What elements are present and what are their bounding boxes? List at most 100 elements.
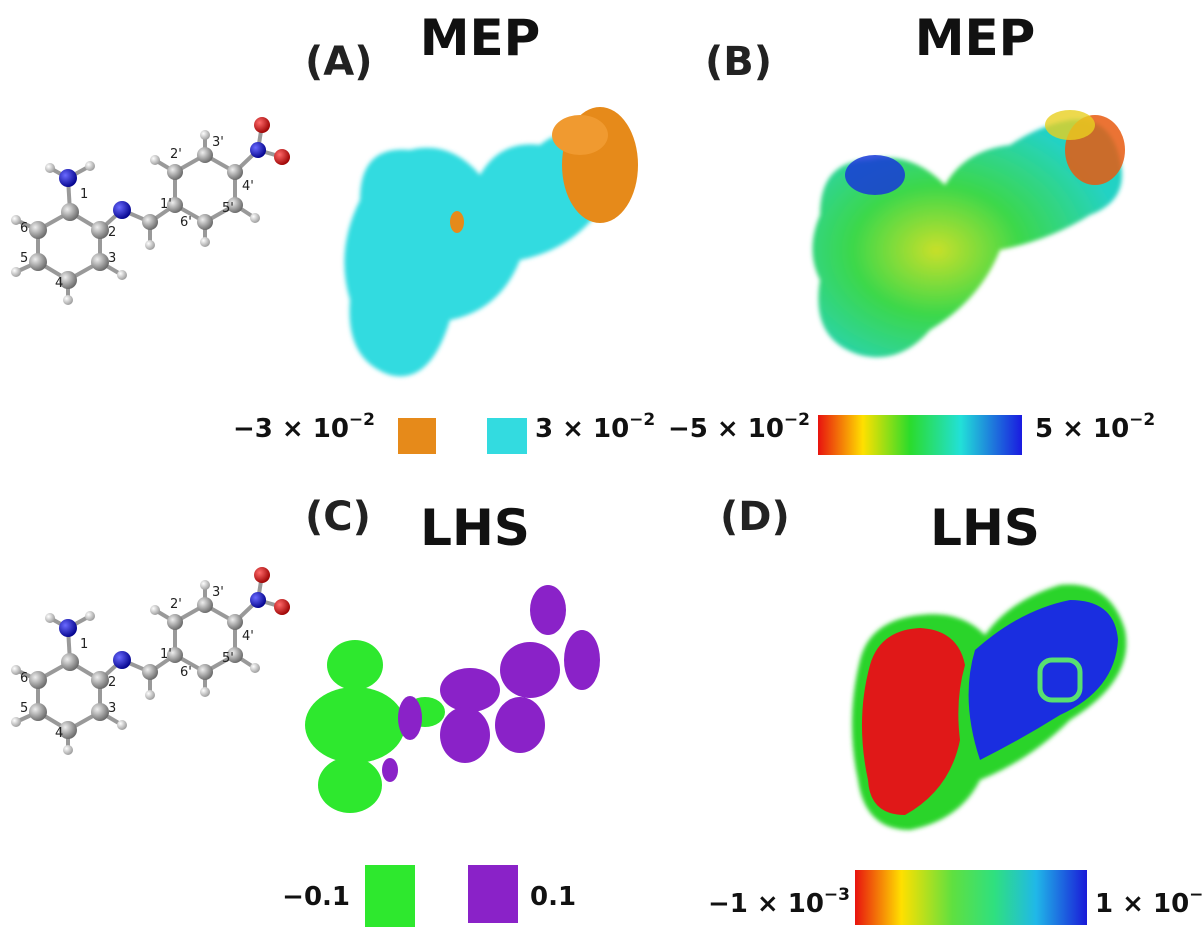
- mep-isosurface: [344, 107, 638, 376]
- atom: [227, 164, 243, 180]
- atom-label: 4': [242, 629, 254, 644]
- atom: [197, 597, 213, 613]
- legend-label-exponent: −2: [629, 410, 655, 430]
- lhs-mapped-surface: [852, 585, 1126, 830]
- atom: [113, 201, 131, 219]
- atom: [91, 253, 109, 271]
- atom: [63, 745, 73, 755]
- legend-label: 5 × 10−2: [1035, 410, 1155, 444]
- atom: [11, 717, 21, 727]
- atom-label: 3: [108, 701, 116, 716]
- atom: [254, 567, 270, 583]
- mep-mapped-surface: [813, 110, 1126, 357]
- atom: [250, 592, 266, 608]
- atom: [150, 605, 160, 615]
- atom: [117, 720, 127, 730]
- atom-label: 3: [108, 251, 116, 266]
- atom: [59, 169, 77, 187]
- legend-label-base: 3 × 10: [535, 414, 629, 444]
- atom-label: 2: [108, 225, 116, 240]
- atom: [11, 267, 21, 277]
- atom: [59, 619, 77, 637]
- legend-label-exponent: −3: [824, 885, 850, 905]
- atom: [85, 611, 95, 621]
- legend-label: −0.1: [282, 882, 350, 912]
- atom: [197, 147, 213, 163]
- atom: [113, 651, 131, 669]
- legend-label-base: −5 × 10: [668, 414, 784, 444]
- legend-label-base: −1 × 10: [708, 889, 824, 919]
- legend-label-exponent: −2: [784, 410, 810, 430]
- legend-label: 1 × 10−3: [1095, 885, 1202, 919]
- atom: [29, 253, 47, 271]
- atom: [142, 214, 158, 230]
- atom: [200, 130, 210, 140]
- atom: [145, 690, 155, 700]
- legend-swatch: [468, 865, 518, 923]
- legend-label-base: 5 × 10: [1035, 414, 1129, 444]
- legend-label-exponent: −2: [349, 410, 375, 430]
- atom: [142, 664, 158, 680]
- panel-label: (A): [305, 39, 373, 85]
- atom-label: 1': [160, 197, 172, 212]
- atom-label: 5': [222, 201, 234, 216]
- atom: [250, 663, 260, 673]
- panel-title: MEP: [420, 9, 541, 67]
- legend-label: −1 × 10−3: [708, 885, 850, 919]
- atom: [250, 213, 260, 223]
- atom: [45, 613, 55, 623]
- atom: [61, 653, 79, 671]
- atom-label: 6: [20, 221, 28, 236]
- panel-title: LHS: [930, 499, 1040, 557]
- panel-label: (B): [705, 39, 772, 85]
- atom-label: 2': [170, 597, 182, 612]
- panel-label: (D): [720, 494, 790, 540]
- color-bar: [855, 870, 1087, 925]
- atom: [274, 599, 290, 615]
- atom: [254, 117, 270, 133]
- lhs-isosurface: [305, 585, 600, 813]
- atom-label: 5: [20, 251, 28, 266]
- atom: [91, 221, 109, 239]
- atom: [150, 155, 160, 165]
- atom-label: 4: [55, 726, 63, 741]
- legend-label-exponent: −3: [1189, 885, 1202, 905]
- atom-label: 5': [222, 651, 234, 666]
- atom-label: 1: [80, 187, 88, 202]
- legend-label-base: −3 × 10: [233, 414, 349, 444]
- legend-label: 3 × 10−2: [535, 410, 655, 444]
- atom: [117, 270, 127, 280]
- legend-label: −3 × 10−2: [233, 410, 375, 444]
- atom-label: 4': [242, 179, 254, 194]
- atom: [197, 214, 213, 230]
- atom: [250, 142, 266, 158]
- legend-swatch: [398, 418, 436, 454]
- legend-label-exponent: −2: [1129, 410, 1155, 430]
- atom: [29, 221, 47, 239]
- atom-label: 3': [212, 585, 224, 600]
- atom: [200, 580, 210, 590]
- legend-swatch: [487, 418, 527, 454]
- color-bar: [818, 415, 1022, 455]
- atom-label: 1: [80, 637, 88, 652]
- panel-label: (C): [305, 494, 371, 540]
- atom-label: 6: [20, 671, 28, 686]
- atom: [63, 295, 73, 305]
- atom-label: 5: [20, 701, 28, 716]
- atom: [85, 161, 95, 171]
- panel-title: LHS: [420, 499, 530, 557]
- legend-label: −5 × 10−2: [668, 410, 810, 444]
- atom: [274, 149, 290, 165]
- legend-label: 0.1: [530, 882, 576, 912]
- atom: [91, 703, 109, 721]
- atom: [200, 237, 210, 247]
- atom-label: 6': [180, 665, 192, 680]
- atom: [200, 687, 210, 697]
- atom: [227, 614, 243, 630]
- atom-label: 2: [108, 675, 116, 690]
- panel-title: MEP: [915, 9, 1036, 67]
- figure: 1234561'2'3'4'5'6' 1234561'2'3'4'5'6' (A…: [0, 0, 1202, 940]
- legend-swatch: [365, 865, 415, 927]
- atom: [197, 664, 213, 680]
